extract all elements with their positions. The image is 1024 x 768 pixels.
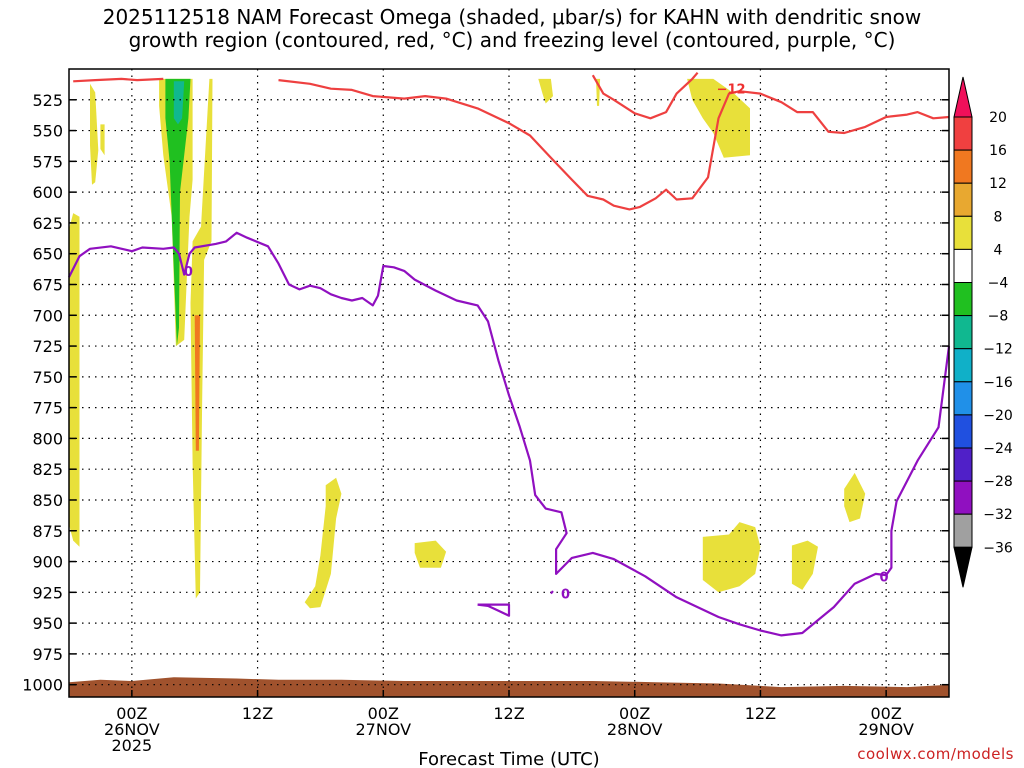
colorbar-label-3: 8 [994,209,1003,225]
y-tick-label-550: 550 [32,122,63,141]
y-tick-label-750: 750 [32,368,63,387]
y-tick-label-850: 850 [32,491,63,510]
colorbar: 20 16 12 8 4 −4 −8 −12 −16 −20 −24 −28 −32 −36 [953,76,1013,588]
omega-region-2 [100,124,105,156]
colorbar-swatch-6 [953,282,973,317]
colorbar-swatch-11 [953,447,973,482]
colorbar-label-11: −28 [983,474,1013,490]
omega-region-8 [304,477,342,609]
colorbar-label-8: −16 [983,375,1013,391]
omega-region-7 [173,81,185,125]
x-tick-label-0-1: 00Z [116,704,147,723]
gridlines [69,69,949,697]
colorbar-label-9: −20 [983,408,1013,424]
y-tick-label-675: 675 [32,275,63,294]
x-tick-label-24-2: 27NOV [355,720,411,739]
dgz-contour-top [73,77,164,83]
colorbar-swatch-9 [953,381,973,416]
colorbar-swatch-8 [953,348,973,383]
pressure-axis: 525 550 575 600 625 650 675 700 725 750 775 800 825 8… [22,91,949,695]
colorbar-label-10: −24 [983,441,1013,457]
chart-title: 2025112518 NAM Forecast Omega (shaded, μ… [0,6,1024,52]
colorbar-label-6: −8 [988,309,1009,325]
x-tick-label-72-2: 29NOV [858,720,914,739]
freezing-contour-label-1: 0 [184,265,193,280]
y-tick-label-600: 600 [32,183,63,202]
colorbar-swatch-13 [953,513,973,548]
y-tick-label-825: 825 [32,460,63,479]
y-tick-label-800: 800 [32,429,63,448]
x-tick-label-48-1: 00Z [619,704,650,723]
colorbar-swatch-12 [953,480,973,515]
colorbar-swatch-7 [953,315,973,350]
colorbar-label-7: −12 [983,342,1013,358]
colorbar-swatch-2 [953,149,973,184]
x-tick-label-0-2: 26NOV [104,720,160,739]
colorbar-label-4: 4 [994,242,1003,258]
freezing-contour-label-2: 0 [561,588,570,603]
omega-region-1 [90,83,99,185]
colorbar-label-0: 20 [989,110,1007,126]
y-tick-label-925: 925 [32,583,63,602]
x-tick-label-48-2: 28NOV [607,720,663,739]
dgz-contour-mid [591,71,699,120]
colorbar-swatch-10 [953,414,973,449]
y-tick-label-775: 775 [32,399,63,418]
x-tick-label-0-3: 2025 [111,736,152,755]
x-axis-label: Forecast Time (UTC) [418,749,599,768]
y-tick-label-700: 700 [32,306,63,325]
omega-region-6 [165,78,191,347]
contour-layer: −12 0 0 0 [68,71,951,637]
y-tick-label-625: 625 [32,214,63,233]
omega-region-14 [791,540,818,590]
colorbar-swatch-1 [953,116,973,151]
colorbar-cap-bottom [953,546,973,588]
y-tick-label-525: 525 [32,91,63,110]
chart-title-line1: 2025112518 NAM Forecast Omega (shaded, μ… [102,5,922,29]
omega-region-9 [414,540,447,568]
omega-region-15 [844,472,866,523]
y-tick-label-900: 900 [32,553,63,572]
freezing-level-contour [68,231,951,637]
colorbar-label-1: 16 [989,143,1007,159]
x-tick-label-60-1: 12Z [745,704,776,723]
y-tick-label-725: 725 [32,337,63,356]
colorbar-label-13: −36 [983,540,1013,556]
credit-text: coolwx.com/models [857,745,1014,763]
freezing-level-islet-1 [550,590,554,595]
omega-region-4 [190,78,213,599]
colorbar-swatch-4 [953,215,973,250]
omega-region-10 [538,78,553,104]
colorbar-swatch-5 [953,248,973,283]
colorbar-label-2: 12 [989,176,1007,192]
omega-region-13 [702,522,761,593]
y-tick-label-875: 875 [32,522,63,541]
x-tick-label-24-1: 00Z [368,704,399,723]
omega-region-5 [194,315,200,451]
y-tick-label-650: 650 [32,245,63,264]
y-tick-label-1000: 1000 [22,676,63,695]
y-tick-label-575: 575 [32,152,63,171]
colorbar-label-12: −32 [983,507,1013,523]
chart-title-line2: growth region (contoured, red, °C) and f… [128,28,896,52]
omega-shading-layer [69,78,866,609]
colorbar-label-5: −4 [988,276,1009,292]
colorbar-swatch-3 [953,182,973,217]
colorbar-cap-top [953,76,973,118]
dgz-contour-label: −12 [717,83,746,98]
dgz-contour-upper [278,79,950,211]
omega-region-0 [69,213,80,547]
x-tick-label-12-1: 12Z [242,704,273,723]
freezing-level-islet-0 [477,603,511,617]
x-tick-label-36-1: 12Z [493,704,524,723]
y-tick-label-950: 950 [32,614,63,633]
y-tick-label-975: 975 [32,645,63,664]
freezing-contour-label-3: 0 [880,570,889,585]
x-tick-label-72-1: 00Z [870,704,901,723]
